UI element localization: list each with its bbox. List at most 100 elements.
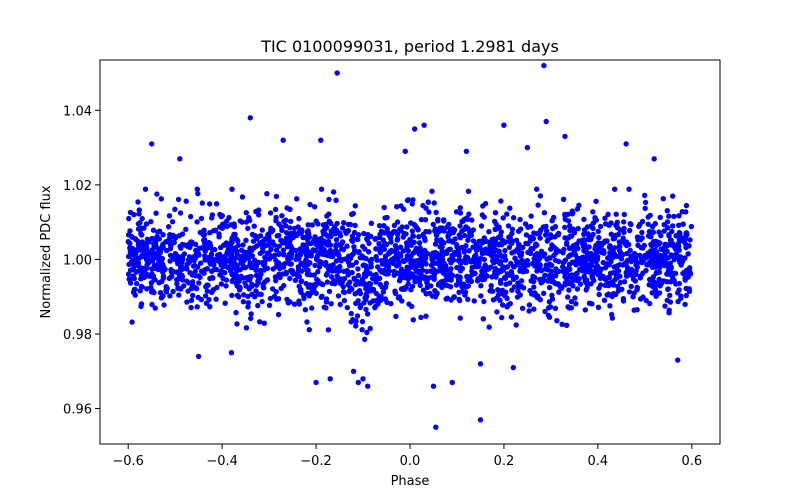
- data-point: [303, 280, 309, 287]
- data-point: [671, 213, 677, 220]
- data-point: [236, 278, 242, 284]
- data-point: [422, 259, 428, 265]
- data-point: [364, 265, 370, 271]
- data-point: [562, 211, 568, 218]
- data-point: [386, 267, 392, 273]
- data-point: [562, 133, 568, 140]
- data-point: [336, 252, 342, 258]
- data-point: [555, 232, 561, 238]
- data-point: [469, 268, 475, 274]
- data-point: [185, 288, 191, 294]
- data-point: [426, 275, 432, 281]
- data-point: [218, 254, 225, 260]
- data-point: [440, 270, 447, 276]
- data-point: [581, 227, 588, 233]
- data-point: [601, 250, 607, 256]
- data-point: [366, 249, 372, 255]
- data-point: [678, 262, 684, 268]
- data-point: [501, 122, 507, 128]
- data-point: [148, 251, 154, 258]
- data-point: [144, 265, 150, 271]
- data-point: [210, 275, 216, 281]
- data-point: [248, 283, 255, 290]
- data-point: [316, 264, 323, 270]
- data-point: [573, 271, 579, 278]
- data-point: [344, 243, 350, 249]
- data-point: [668, 253, 675, 259]
- data-point: [194, 219, 200, 225]
- data-point: [628, 283, 634, 290]
- data-point: [204, 282, 210, 288]
- data-point: [564, 240, 570, 246]
- data-point: [503, 281, 509, 287]
- data-point: [168, 266, 174, 273]
- data-point: [504, 264, 510, 270]
- data-point: [272, 206, 279, 213]
- data-point: [424, 251, 431, 257]
- data-point: [287, 299, 293, 305]
- data-point: [414, 248, 420, 255]
- data-point: [577, 281, 584, 287]
- data-point: [355, 232, 362, 238]
- data-point: [139, 270, 145, 276]
- data-point: [594, 269, 600, 275]
- data-point: [426, 209, 432, 215]
- data-point: [228, 261, 235, 268]
- data-point: [664, 208, 670, 214]
- data-point: [667, 292, 673, 299]
- data-point: [541, 290, 547, 296]
- data-point: [283, 230, 290, 236]
- data-point: [572, 295, 578, 301]
- data-point: [192, 262, 198, 269]
- data-point: [231, 221, 237, 227]
- data-point: [184, 261, 190, 268]
- data-point: [469, 217, 475, 223]
- data-point: [668, 272, 674, 278]
- data-point: [683, 202, 690, 209]
- data-point: [230, 254, 236, 261]
- data-point: [581, 231, 587, 237]
- data-point: [185, 243, 191, 250]
- data-point: [457, 274, 463, 280]
- data-point: [551, 214, 557, 221]
- data-point: [517, 216, 523, 223]
- data-point: [586, 264, 592, 270]
- data-point: [367, 325, 373, 332]
- data-point: [407, 236, 413, 243]
- data-point: [188, 297, 195, 303]
- data-point: [382, 296, 389, 302]
- data-point: [581, 216, 587, 223]
- data-point: [133, 269, 140, 275]
- data-point: [225, 246, 232, 252]
- data-point: [501, 274, 508, 281]
- data-point: [477, 417, 484, 423]
- x-axis: −0.6 −0.4 −0.2 0.0 0.2 0.4 0.6: [112, 444, 702, 469]
- data-point: [237, 256, 244, 263]
- data-point: [546, 284, 553, 291]
- data-point: [364, 329, 370, 336]
- data-point: [683, 292, 689, 299]
- data-point: [249, 231, 256, 238]
- data-point: [462, 292, 468, 298]
- data-point: [601, 297, 608, 303]
- data-point: [433, 209, 439, 216]
- data-point: [488, 283, 494, 289]
- data-point: [620, 298, 627, 304]
- data-point: [283, 223, 289, 229]
- data-point: [431, 250, 438, 256]
- data-point: [144, 286, 150, 292]
- data-point: [456, 296, 462, 303]
- data-point: [544, 228, 550, 234]
- data-point: [596, 285, 602, 291]
- data-point: [552, 224, 559, 230]
- data-point: [660, 196, 666, 202]
- data-point: [355, 379, 361, 386]
- data-point: [157, 290, 164, 296]
- data-point: [383, 280, 389, 287]
- data-point: [685, 251, 691, 257]
- data-point: [292, 301, 298, 307]
- data-point: [240, 263, 246, 269]
- chart-title: TIC 0100099031, period 1.2981 days: [260, 37, 559, 56]
- data-point: [216, 231, 222, 237]
